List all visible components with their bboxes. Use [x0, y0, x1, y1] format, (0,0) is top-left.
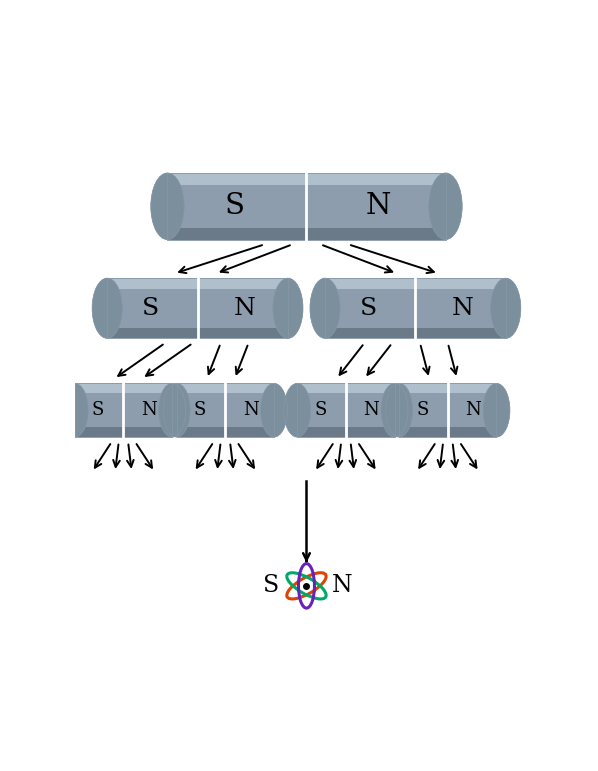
Ellipse shape [92, 278, 122, 338]
Ellipse shape [381, 383, 408, 437]
Polygon shape [75, 427, 172, 437]
Ellipse shape [158, 383, 185, 437]
Ellipse shape [386, 383, 413, 437]
Ellipse shape [429, 173, 462, 240]
Polygon shape [297, 393, 395, 427]
Ellipse shape [158, 383, 185, 437]
Text: S: S [224, 192, 244, 221]
Ellipse shape [310, 278, 340, 338]
Polygon shape [297, 427, 395, 437]
Polygon shape [107, 289, 288, 328]
Text: N: N [366, 192, 392, 221]
Text: N: N [243, 401, 258, 419]
Text: S: S [92, 401, 104, 419]
Ellipse shape [273, 278, 303, 338]
Ellipse shape [483, 383, 510, 437]
Ellipse shape [429, 173, 462, 240]
Ellipse shape [381, 383, 408, 437]
Text: N: N [332, 574, 352, 598]
Ellipse shape [62, 383, 88, 437]
Ellipse shape [284, 383, 310, 437]
Polygon shape [177, 383, 274, 393]
Polygon shape [75, 383, 172, 393]
Text: S: S [315, 401, 327, 419]
Ellipse shape [273, 278, 303, 338]
Polygon shape [325, 278, 506, 289]
Text: N: N [141, 401, 157, 419]
Ellipse shape [483, 383, 510, 437]
Ellipse shape [62, 383, 88, 437]
Polygon shape [167, 227, 446, 240]
Text: S: S [263, 574, 279, 598]
Ellipse shape [261, 383, 288, 437]
Ellipse shape [273, 278, 303, 338]
Ellipse shape [386, 383, 413, 437]
Ellipse shape [491, 278, 521, 338]
Polygon shape [107, 328, 288, 338]
Polygon shape [167, 185, 446, 227]
Polygon shape [75, 393, 172, 427]
Ellipse shape [310, 278, 340, 338]
Ellipse shape [163, 383, 190, 437]
Ellipse shape [151, 173, 184, 240]
Polygon shape [399, 383, 496, 393]
Ellipse shape [158, 383, 185, 437]
Ellipse shape [381, 383, 408, 437]
Ellipse shape [261, 383, 288, 437]
Text: S: S [416, 401, 429, 419]
Polygon shape [177, 427, 274, 437]
Text: S: S [194, 401, 206, 419]
Ellipse shape [284, 383, 310, 437]
Ellipse shape [163, 383, 190, 437]
Polygon shape [325, 289, 506, 328]
Ellipse shape [62, 383, 88, 437]
Text: N: N [465, 401, 481, 419]
Text: N: N [451, 297, 474, 320]
Ellipse shape [386, 383, 413, 437]
Text: N: N [234, 297, 255, 320]
Text: N: N [364, 401, 379, 419]
Polygon shape [297, 383, 395, 393]
Ellipse shape [92, 278, 122, 338]
Ellipse shape [261, 383, 288, 437]
Ellipse shape [92, 278, 122, 338]
Polygon shape [167, 173, 446, 185]
Text: S: S [360, 297, 377, 320]
Ellipse shape [483, 383, 510, 437]
Ellipse shape [163, 383, 190, 437]
Text: S: S [142, 297, 159, 320]
Polygon shape [399, 393, 496, 427]
Ellipse shape [151, 173, 184, 240]
Ellipse shape [491, 278, 521, 338]
Ellipse shape [310, 278, 340, 338]
Ellipse shape [151, 173, 184, 240]
Polygon shape [107, 278, 288, 289]
Polygon shape [325, 328, 506, 338]
Ellipse shape [491, 278, 521, 338]
Ellipse shape [429, 173, 462, 240]
Polygon shape [177, 393, 274, 427]
Polygon shape [399, 427, 496, 437]
Ellipse shape [284, 383, 310, 437]
